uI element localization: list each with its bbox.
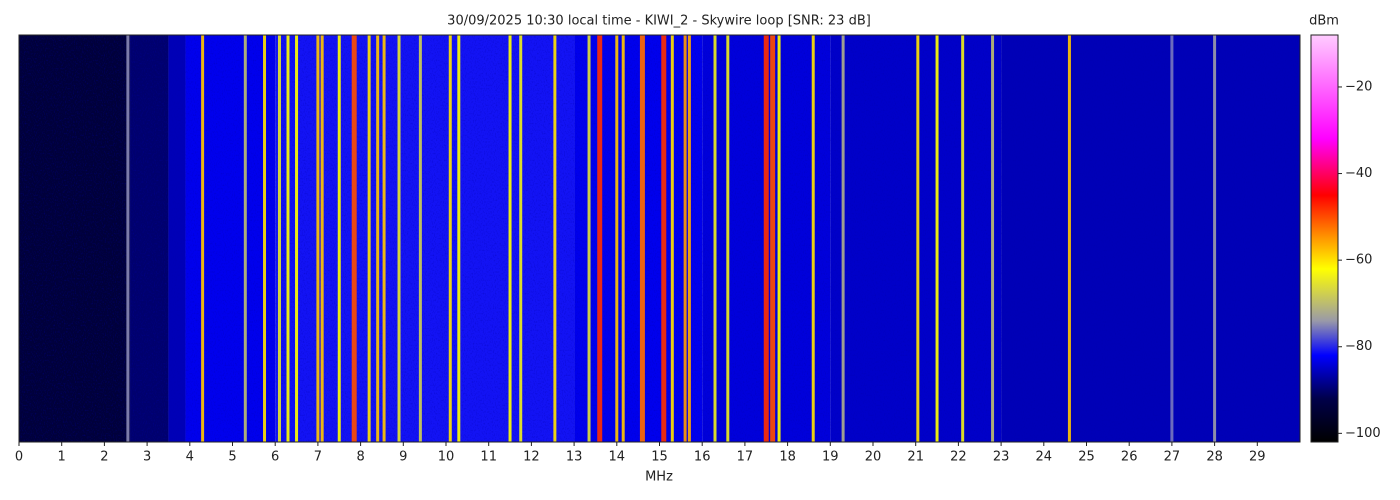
x-tick-label: 2 [100,450,108,465]
x-tick-label: 18 [779,450,796,465]
x-tick-label: 6 [271,450,279,465]
carrier [1170,35,1174,442]
x-tick-label: 4 [186,450,194,465]
colorbar-label: dBm [1309,14,1339,29]
carrier [935,35,939,442]
x-tick-label: 11 [480,450,497,465]
carrier [337,35,341,442]
carrier [201,35,205,442]
x-axis-label: MHz [645,470,673,485]
carrier [263,35,267,442]
carrier [277,35,281,442]
carrier [1067,35,1071,442]
x-tick-label: 28 [1206,450,1223,465]
carrier [1213,35,1217,442]
carrier [713,35,717,442]
carrier [286,35,290,442]
carrier [448,35,452,442]
carrier [597,35,603,442]
carrier [621,35,625,442]
x-tick-label: 16 [694,450,711,465]
x-tick-label: 5 [228,450,236,465]
carrier [508,35,512,442]
carrier [126,35,130,442]
x-tick-label: 19 [822,450,839,465]
x-tick-label: 9 [399,450,407,465]
colorbar-tick-label: −20 [1345,79,1372,94]
x-tick-label: 20 [865,450,882,465]
carrier [382,35,386,442]
carrier [639,35,645,442]
x-tick-label: 15 [651,450,668,465]
carrier [991,35,995,442]
carrier [811,35,815,442]
x-tick-label: 8 [356,450,364,465]
x-tick-label: 23 [993,450,1010,465]
x-tick-label: 22 [950,450,967,465]
carrier [320,35,324,442]
carrier [316,35,320,442]
x-tick-label: 21 [907,450,924,465]
x-tick-label: 14 [609,450,626,465]
chart-title: 30/09/2025 10:30 local time - KIWI_2 - S… [447,14,871,29]
carrier [457,35,461,442]
carrier [770,35,776,442]
carrier [661,35,667,442]
carrier [687,35,691,442]
x-tick-label: 3 [143,450,151,465]
colorbar-tick-label: −80 [1345,339,1372,354]
carrier [397,35,401,442]
x-tick-label: 25 [1078,450,1095,465]
x-tick-label: 17 [737,450,754,465]
x-tick-label: 1 [58,450,66,465]
carrier [553,35,557,442]
carrier [418,35,422,442]
carrier [295,35,299,442]
colorbar-tick-label: −60 [1345,253,1372,268]
x-tick-label: 27 [1164,450,1181,465]
carrier [351,35,357,442]
colorbar-tick-label: −40 [1345,166,1372,181]
x-tick-label: 7 [314,450,322,465]
carrier [670,35,674,442]
carrier [683,35,687,442]
x-tick-label: 13 [566,450,583,465]
x-tick-label: 12 [523,450,540,465]
carrier [587,35,591,442]
carrier [615,35,619,442]
colorbar-tick-label: −100 [1345,426,1381,441]
carrier [777,35,781,442]
carrier [763,35,769,442]
carrier [726,35,730,442]
carrier [376,35,380,442]
colorbar [1310,34,1339,443]
carrier [916,35,920,442]
x-tick-label: 0 [15,450,23,465]
x-tick-label: 24 [1036,450,1053,465]
noise-texture [19,35,1300,442]
x-tick-label: 29 [1249,450,1266,465]
carrier [841,35,845,442]
carrier [519,35,523,442]
carrier [367,35,371,442]
x-tick-label: 26 [1121,450,1138,465]
carrier [961,35,965,442]
carrier [243,35,247,442]
x-tick-label: 10 [438,450,455,465]
